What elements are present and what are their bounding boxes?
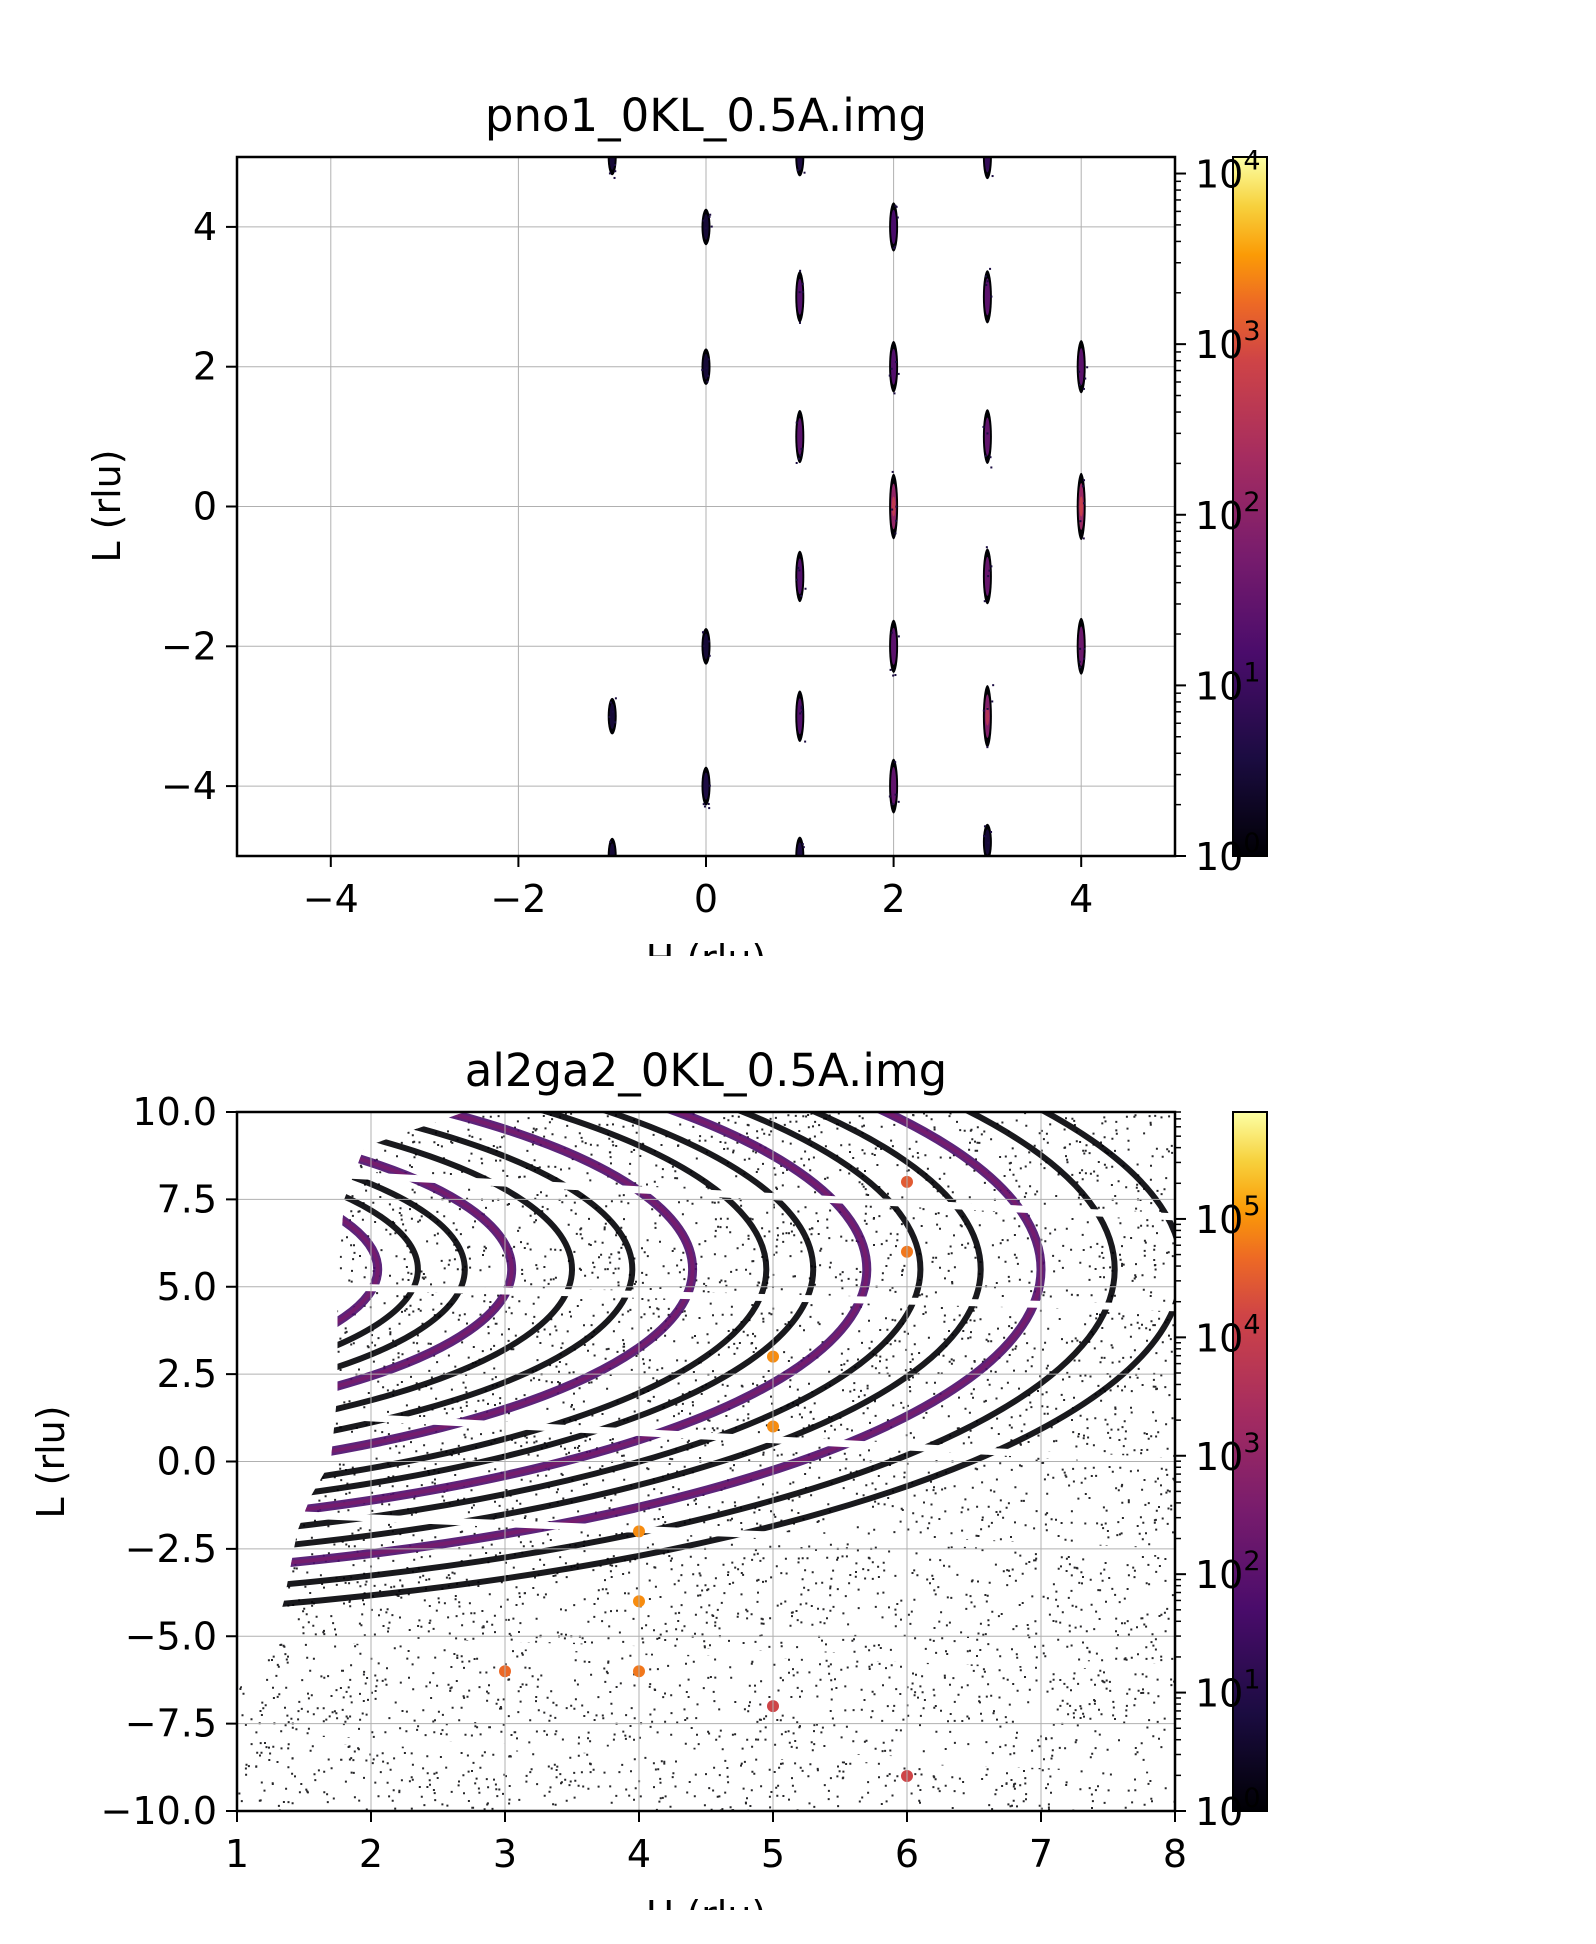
bragg-peak [982, 546, 993, 605]
y-axis-label: L (rlu) [29, 1405, 73, 1518]
powder-ring [237, 1112, 1118, 1605]
powder-ring [237, 1112, 468, 1427]
bottom-crop [0, 1910, 1596, 1944]
y-tick-label: −2.5 [125, 1527, 217, 1571]
x-tick-label: 4 [1069, 877, 1093, 921]
colorbar-tick-label: 105 [1195, 1191, 1261, 1242]
powder-ring [237, 1112, 984, 1568]
x-tick-label: 2 [882, 877, 906, 921]
y-tick-label: 2 [193, 345, 217, 389]
bragg-peak [982, 267, 993, 324]
x-axis: 1 2 3 4 5 6 7 8 [225, 1811, 1187, 1876]
bragg-peak [889, 619, 900, 677]
bragg-peak [701, 628, 711, 665]
plot-area [607, 157, 1089, 856]
bragg-peak [982, 684, 995, 749]
bragg-peak [795, 269, 805, 324]
chart-title: al2ga2_0KL_0.5A.img [465, 1044, 947, 1097]
powder-ring [237, 1112, 636, 1473]
x-tick-label: 6 [895, 1832, 919, 1876]
colorbar: 100 101 102 103 104 105 [1175, 1111, 1268, 1834]
x-tick-label: 2 [359, 1832, 383, 1876]
bragg-peak [1076, 472, 1086, 541]
y-tick-label: −4 [161, 764, 217, 808]
bragg-peak [701, 766, 711, 810]
bragg-peak [888, 758, 900, 814]
y-tick-label: 2.5 [157, 1352, 217, 1396]
bragg-peak [1076, 617, 1086, 675]
chart-2: al2ga2_0KL_0.5A.img 1 2 3 4 5 6 7 8 −10.0 −7.5 −5… [29, 1044, 1268, 1937]
colorbar: 100 101 102 103 104 [1175, 146, 1268, 879]
colorbar-tick-label: 101 [1195, 657, 1261, 708]
x-tick-label: 3 [493, 1832, 517, 1876]
colorbar-tick-label: 102 [1195, 487, 1261, 538]
y-tick-label: −5.0 [125, 1614, 217, 1658]
y-tick-label: 7.5 [157, 1177, 217, 1221]
powder-ring [237, 1124, 421, 1414]
x-tick-label: 7 [1029, 1832, 1053, 1876]
colorbar-tick-label: 103 [1195, 316, 1261, 367]
bragg-peak [889, 470, 899, 540]
bragg-peak [888, 340, 900, 395]
colorbar-gradient [1232, 156, 1268, 857]
detector-gaps [237, 1171, 1175, 1773]
y-tick-label: 0.0 [157, 1440, 217, 1484]
colorbar-tick-label: 100 [1195, 828, 1261, 879]
bragg-peak [1076, 340, 1089, 394]
bragg-peak [607, 697, 617, 735]
powder-ring [237, 1156, 307, 1383]
powder-ring [237, 1112, 770, 1509]
x-axis: −4 −2 0 2 4 [303, 856, 1093, 921]
bragg-peak [795, 836, 805, 856]
bragg-peak [795, 410, 805, 464]
bragg-peak [795, 690, 807, 743]
x-tick-label: 0 [694, 877, 718, 921]
y-axis: −10.0 −7.5 −5.0 −2.5 0.0 2.5 5.0 7.5 10.0 [101, 1090, 237, 1833]
x-tick-label: 4 [627, 1832, 651, 1876]
x-tick-label: 5 [761, 1832, 785, 1876]
chart-title: pno1_0KL_0.5A.img [485, 89, 927, 142]
bragg-peak [982, 823, 993, 856]
y-axis: −4 −2 0 2 4 [161, 205, 237, 808]
y-tick-label: −7.5 [125, 1702, 217, 1746]
colorbar-tick-label: 101 [1195, 1665, 1261, 1716]
x-tick-label: 1 [225, 1832, 249, 1876]
bragg-peak [795, 157, 806, 177]
colorbar-tick-label: 102 [1195, 1546, 1261, 1597]
bragg-peak [607, 157, 617, 179]
colorbar-tick-label: 104 [1195, 146, 1261, 197]
bragg-peak [889, 202, 899, 252]
y-tick-label: 0 [193, 485, 217, 529]
bragg-peak [795, 550, 807, 603]
y-tick-label: −10.0 [101, 1789, 217, 1833]
powder-ring [237, 1112, 817, 1522]
bragg-peak [982, 157, 994, 180]
powder-ring [237, 1112, 575, 1456]
colorbar-tick-label: 104 [1195, 1309, 1261, 1360]
powder-ring [237, 1112, 517, 1441]
colorbar-tick-label: 100 [1195, 1783, 1261, 1834]
y-tick-label: 4 [193, 205, 217, 249]
x-tick-label: 8 [1163, 1832, 1187, 1876]
bragg-peak [701, 348, 711, 385]
colorbar-gradient [1232, 1111, 1268, 1812]
y-tick-label: 10.0 [132, 1090, 217, 1134]
bragg-peak [982, 409, 993, 469]
y-tick-label: −2 [161, 624, 217, 668]
bragg-peak [701, 208, 713, 246]
detector-noise [237, 1112, 1175, 1811]
y-axis-label: L (rlu) [85, 449, 129, 562]
x-tick-label: −2 [490, 877, 546, 921]
x-tick-label: −4 [303, 877, 359, 921]
y-tick-label: 5.0 [157, 1265, 217, 1309]
powder-ring [237, 1112, 698, 1491]
grid-lines [237, 157, 1175, 856]
bragg-peak [607, 837, 617, 856]
colorbar-tick-label: 103 [1195, 1428, 1261, 1479]
powder-ring [237, 1112, 924, 1552]
panel-gap [0, 956, 1596, 1016]
